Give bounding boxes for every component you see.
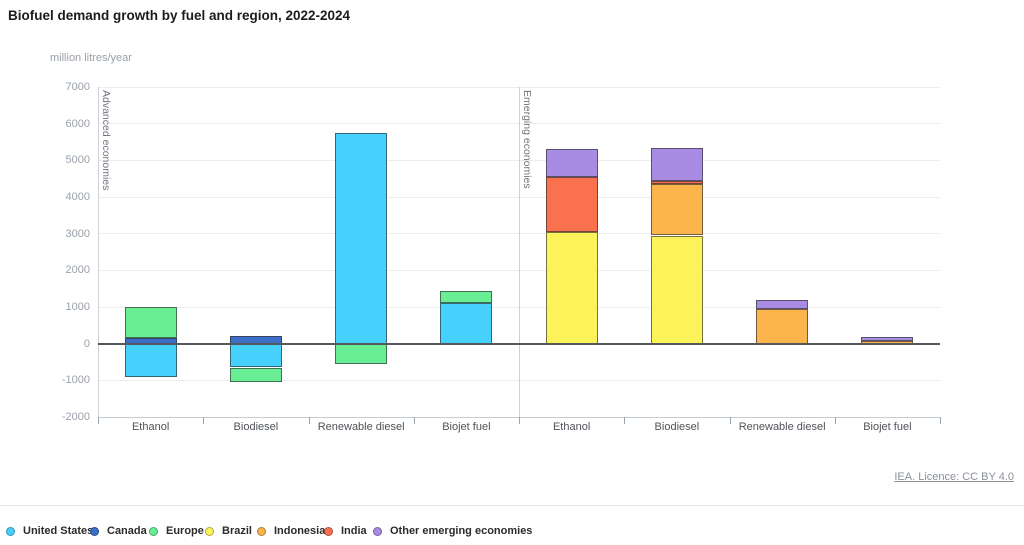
category-label: Ethanol <box>552 421 591 433</box>
panel-separator <box>519 87 520 417</box>
y-tick-label: -2000 <box>61 411 90 423</box>
y-tick-label: 5000 <box>65 154 90 167</box>
bar-segment[interactable] <box>650 235 703 344</box>
axis-tick <box>98 417 99 424</box>
axis-tick <box>413 417 415 424</box>
y-tick-label: 0 <box>83 337 90 350</box>
axis-tick <box>940 417 941 424</box>
bar-segment[interactable] <box>545 149 598 177</box>
y-axis-line <box>98 87 99 424</box>
axis-tick <box>834 417 836 424</box>
axis-tick <box>624 417 626 424</box>
legend-label: Indonesia <box>274 525 326 537</box>
bar-segment[interactable] <box>650 184 703 236</box>
y-tick-label: 3000 <box>65 227 90 240</box>
bar-segment[interactable] <box>440 303 493 344</box>
legend-swatch-icon <box>90 526 99 536</box>
category-label: Biodiesel <box>654 421 700 433</box>
legend-item[interactable]: Europe <box>149 525 204 537</box>
category-label: Biojet fuel <box>863 421 912 433</box>
legend-swatch-icon <box>205 526 214 536</box>
y-axis-unit-label: million litres/year <box>50 52 132 64</box>
legend-label: India <box>341 525 367 537</box>
bar-segment[interactable] <box>335 132 388 344</box>
legend-item[interactable]: Indonesia <box>257 525 325 537</box>
bar-segment[interactable] <box>229 343 282 368</box>
bar-segment[interactable] <box>545 176 598 232</box>
zero-line <box>98 342 940 345</box>
bar-segment[interactable] <box>335 343 388 364</box>
legend-item[interactable]: Brazil <box>205 525 252 537</box>
bar-segment[interactable] <box>756 308 809 344</box>
y-tick-label: 4000 <box>65 191 90 203</box>
panel-label: Emerging economies <box>521 90 533 189</box>
legend-item[interactable]: Other emerging economies <box>373 525 532 537</box>
axis-tick <box>308 417 310 424</box>
bar-segment[interactable] <box>124 307 177 339</box>
legend-swatch-icon <box>324 526 333 536</box>
license-link[interactable]: IEA. Licence: CC BY 4.0 <box>894 471 1014 483</box>
legend-swatch-icon <box>257 526 266 536</box>
footer-divider <box>0 505 1024 506</box>
panel-label: Advanced economies <box>100 90 112 191</box>
legend-label: United States <box>23 525 94 537</box>
axis-tick <box>203 417 205 424</box>
axis-tick <box>729 417 731 424</box>
y-tick-label: 6000 <box>65 117 90 130</box>
bar-segment[interactable] <box>124 343 177 377</box>
bar-segment[interactable] <box>861 337 914 341</box>
legend-item[interactable]: India <box>324 525 367 537</box>
legend-label: Europe <box>166 525 204 537</box>
legend-label: Canada <box>107 525 147 537</box>
bar-segment[interactable] <box>756 299 809 309</box>
category-label: Renewable diesel <box>317 421 405 433</box>
y-tick-label: 7000 <box>65 81 90 93</box>
category-label: Ethanol <box>131 421 170 433</box>
legend-swatch-icon <box>149 526 158 536</box>
bar-segment[interactable] <box>650 147 703 182</box>
y-tick-label: -1000 <box>61 374 90 387</box>
legend-label: Other emerging economies <box>390 525 533 537</box>
legend-label: Brazil <box>222 525 252 537</box>
y-tick-label: 2000 <box>65 264 90 277</box>
category-label: Biodiesel <box>233 421 279 433</box>
category-label: Biojet fuel <box>442 421 491 433</box>
category-label: Renewable diesel <box>738 421 826 433</box>
bar-segment[interactable] <box>650 181 703 185</box>
bar-segment[interactable] <box>545 231 598 344</box>
legend-swatch-icon <box>373 526 382 536</box>
axis-tick <box>519 417 520 424</box>
y-tick-label: 1000 <box>65 301 90 313</box>
legend-item[interactable]: United States <box>6 525 93 537</box>
legend-swatch-icon <box>6 526 15 536</box>
legend-item[interactable]: Canada <box>90 525 147 537</box>
chart-title: Biofuel demand growth by fuel and region… <box>8 8 351 23</box>
bar-segment[interactable] <box>229 367 282 383</box>
bar-segment[interactable] <box>440 290 493 304</box>
